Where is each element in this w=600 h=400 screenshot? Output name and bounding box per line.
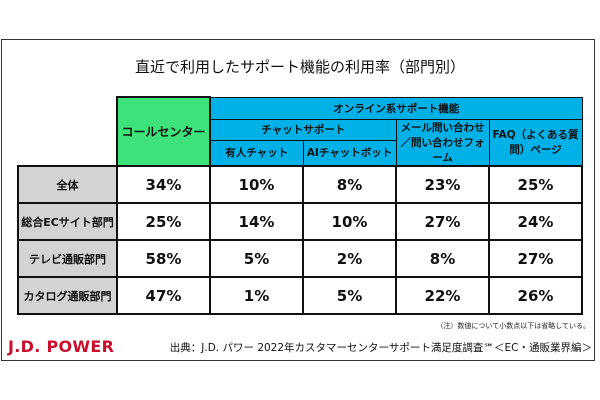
value-cell: 27%	[488, 239, 583, 278]
value-cell: 8%	[395, 239, 490, 278]
page-title: 直近で利用したサポート機能の利用率（部門別）	[134, 58, 465, 76]
table-row: 総合ECサイト部門 25% 14% 10% 27% 24%	[17, 202, 583, 241]
value-cell: 58%	[116, 239, 211, 278]
header-call-center: コールセンター	[116, 96, 211, 167]
row-label: カタログ通販部門	[17, 276, 118, 315]
note: （注）数値について小数点以下は省略している。	[436, 322, 590, 330]
value-cell: 10%	[302, 202, 397, 241]
table-row: 全体 34% 10% 8% 23% 25%	[17, 165, 583, 204]
value-cell: 26%	[488, 276, 583, 315]
header-faq: FAQ（よくある質問）ページ	[488, 118, 583, 167]
row-label: 全体	[17, 165, 118, 204]
table-row: テレビ通販部門 58% 5% 2% 8% 27%	[17, 239, 583, 278]
value-cell: 8%	[302, 165, 397, 204]
value-cell: 5%	[302, 276, 397, 315]
value-cell: 23%	[395, 165, 490, 204]
value-cell: 14%	[209, 202, 304, 241]
usage-table: コールセンター オンライン系サポート機能 チャットサポート メール問い合わせ／問…	[17, 96, 583, 315]
frame	[1, 39, 595, 361]
jd-power-logo: J.D. POWER	[8, 337, 115, 356]
row-label: 総合ECサイト部門	[17, 202, 118, 241]
value-cell: 25%	[116, 202, 211, 241]
value-cell: 47%	[116, 276, 211, 315]
value-cell: 25%	[488, 165, 583, 204]
row-label: テレビ通販部門	[17, 239, 118, 278]
header-mail: メール問い合わせ／問い合わせフォーム	[395, 118, 490, 167]
table-row: カタログ通販部門 47% 1% 5% 22% 26%	[17, 276, 583, 315]
header-ai-chat: AIチャットボット	[302, 139, 397, 167]
value-cell: 10%	[209, 165, 304, 204]
header-human-chat: 有人チャット	[209, 139, 304, 167]
value-cell: 27%	[395, 202, 490, 241]
value-cell: 22%	[395, 276, 490, 315]
value-cell: 1%	[209, 276, 304, 315]
source: 出典：J.D. パワー 2022年カスタマーセンターサポート満足度調査℠＜EC・…	[169, 342, 592, 354]
header-chat: チャットサポート	[209, 118, 397, 141]
header-online: オンライン系サポート機能	[209, 96, 583, 120]
value-cell: 5%	[209, 239, 304, 278]
value-cell: 34%	[116, 165, 211, 204]
value-cell: 2%	[302, 239, 397, 278]
value-cell: 24%	[488, 202, 583, 241]
